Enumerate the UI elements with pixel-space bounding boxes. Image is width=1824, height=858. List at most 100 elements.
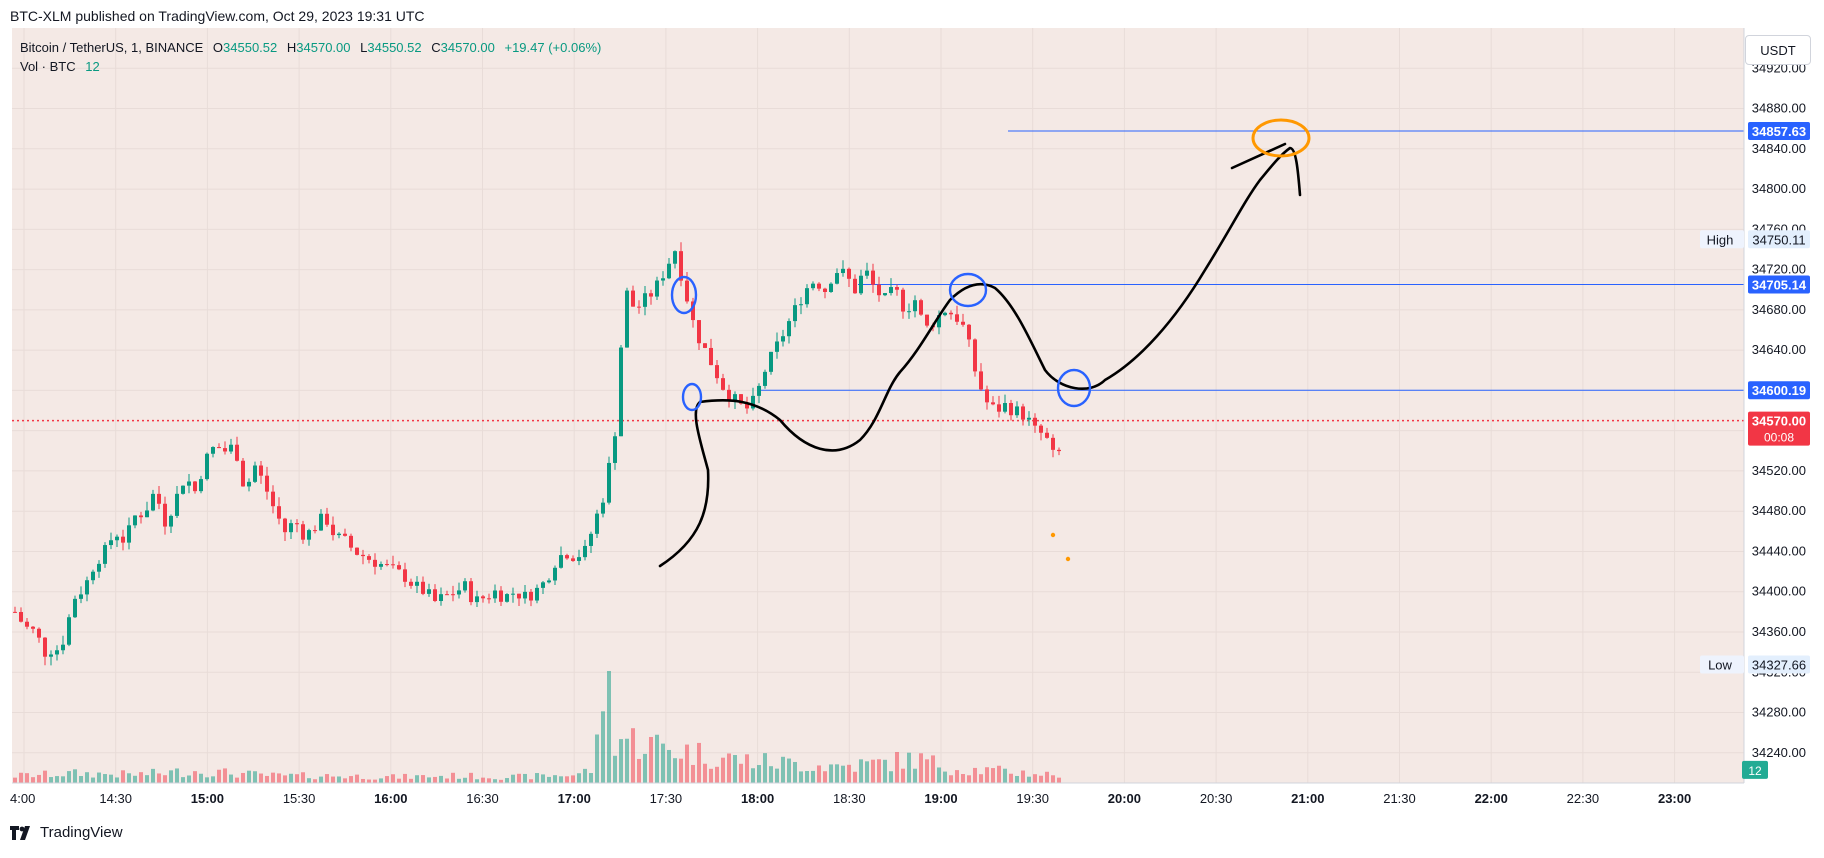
hline-price-badge [1748, 122, 1810, 141]
volume-bar [1027, 776, 1031, 783]
time-tick-label: 15:00 [191, 791, 224, 806]
tradingview-logo-icon [10, 825, 30, 840]
candle-body [433, 589, 437, 602]
volume-bar [865, 761, 869, 783]
drawn-path[interactable] [658, 146, 1302, 568]
last-price-text: 34570.00 [1752, 414, 1806, 429]
candle-body [859, 275, 863, 294]
volume-bar [445, 778, 449, 783]
candle-body [379, 564, 383, 567]
volume-bar [577, 773, 581, 783]
volume-bar [883, 759, 887, 783]
volume-bar [955, 770, 959, 783]
candle-body [547, 580, 551, 583]
volume-bar [145, 775, 149, 783]
publish-info: BTC-XLM published on TradingView.com, Oc… [10, 8, 425, 24]
candle-body [565, 555, 569, 559]
volume-bar [31, 777, 35, 783]
candle-body [835, 273, 839, 284]
time-tick-label: 21:00 [1291, 791, 1324, 806]
candle-body [361, 554, 365, 557]
candle-body [625, 290, 629, 348]
blue-circle-marker[interactable] [670, 275, 698, 315]
currency-selector[interactable]: USDT [1745, 35, 1811, 65]
candle-body [355, 547, 359, 555]
volume-bar [529, 779, 533, 783]
time-axis[interactable]: 4:00 14:30 15:00 15:30 16:00 16:30 17:00 17:30 1… [10, 782, 1744, 806]
volume-bar [781, 756, 785, 783]
volume-bar [985, 767, 989, 783]
volume-bar [547, 776, 551, 783]
candle-body [1027, 417, 1031, 420]
candle-body [853, 278, 857, 294]
freehand-drawing[interactable] [658, 118, 1311, 568]
volume-bar [499, 779, 503, 783]
volume-bar [457, 778, 461, 783]
volume-bar [67, 771, 71, 783]
volume-bar [325, 774, 329, 783]
candle-body [685, 280, 689, 302]
price-tick-label: 34400.00 [1752, 584, 1806, 599]
blue-circle-marker[interactable] [948, 272, 988, 308]
last-price-badge [1748, 411, 1810, 446]
candle-body [727, 389, 731, 402]
price-tick-label: 34840.00 [1752, 141, 1806, 156]
blue-circle-marker[interactable] [1056, 368, 1092, 408]
volume-bar [1003, 768, 1007, 783]
candle-body [697, 320, 701, 344]
volume-bar [319, 776, 323, 783]
candle-body [409, 581, 413, 586]
volume-bar [913, 768, 917, 783]
volume-bar [349, 776, 353, 783]
price-tick-label: 34680.00 [1752, 302, 1806, 317]
volume-bar [487, 778, 491, 783]
volume-bar [979, 774, 983, 783]
volume-bar [61, 776, 65, 783]
volume-bar [103, 774, 107, 783]
candle-body [397, 565, 401, 570]
candle-body [73, 598, 77, 618]
candle-body [511, 593, 515, 595]
volume-bar [115, 777, 119, 783]
candle-body [937, 315, 941, 328]
volume-bar [589, 773, 593, 783]
time-tick-label: 17:00 [558, 791, 591, 806]
volume-bar [217, 769, 221, 783]
grid [12, 28, 1744, 783]
candle-body [103, 545, 107, 564]
candle-body [457, 590, 461, 595]
candle-body [343, 533, 347, 536]
volume-bar [475, 779, 479, 783]
candle-body [85, 580, 89, 595]
drawn-arrow-stroke[interactable] [1230, 142, 1287, 170]
volume-bar [409, 778, 413, 783]
volume-bar [337, 776, 341, 783]
tradingview-logo[interactable]: TradingView [10, 824, 123, 841]
symbol-legend: Bitcoin / TetherUS, 1, BINANCE O34550.52… [20, 40, 601, 55]
volume-bar [133, 775, 137, 783]
volume-bar [187, 775, 191, 783]
candle-body [499, 590, 503, 602]
candle-body [967, 324, 971, 340]
price-axis[interactable]: 34920.0034880.0034840.0034800.0034760.00… [1700, 28, 1810, 783]
volume-bar [367, 779, 371, 783]
volume-bar [715, 766, 719, 783]
volume-bar [535, 773, 539, 783]
orange-circle-marker[interactable] [1251, 118, 1311, 158]
volume-bar [697, 742, 701, 783]
high-value: 34570.00 [296, 40, 351, 55]
volume-bar [871, 759, 875, 783]
candle-body [553, 567, 557, 581]
candle-body [889, 287, 893, 294]
candle-body [451, 594, 455, 596]
candle-body [793, 305, 797, 322]
volume-bar [1039, 775, 1043, 783]
horizontal-lines[interactable] [12, 130, 1744, 422]
blue-circle-marker[interactable] [681, 382, 703, 412]
high-price-badge [1748, 230, 1810, 249]
volume-bar [1021, 770, 1025, 783]
volume-legend: Vol · BTC 12 [20, 59, 100, 74]
volume-bar [259, 773, 263, 783]
